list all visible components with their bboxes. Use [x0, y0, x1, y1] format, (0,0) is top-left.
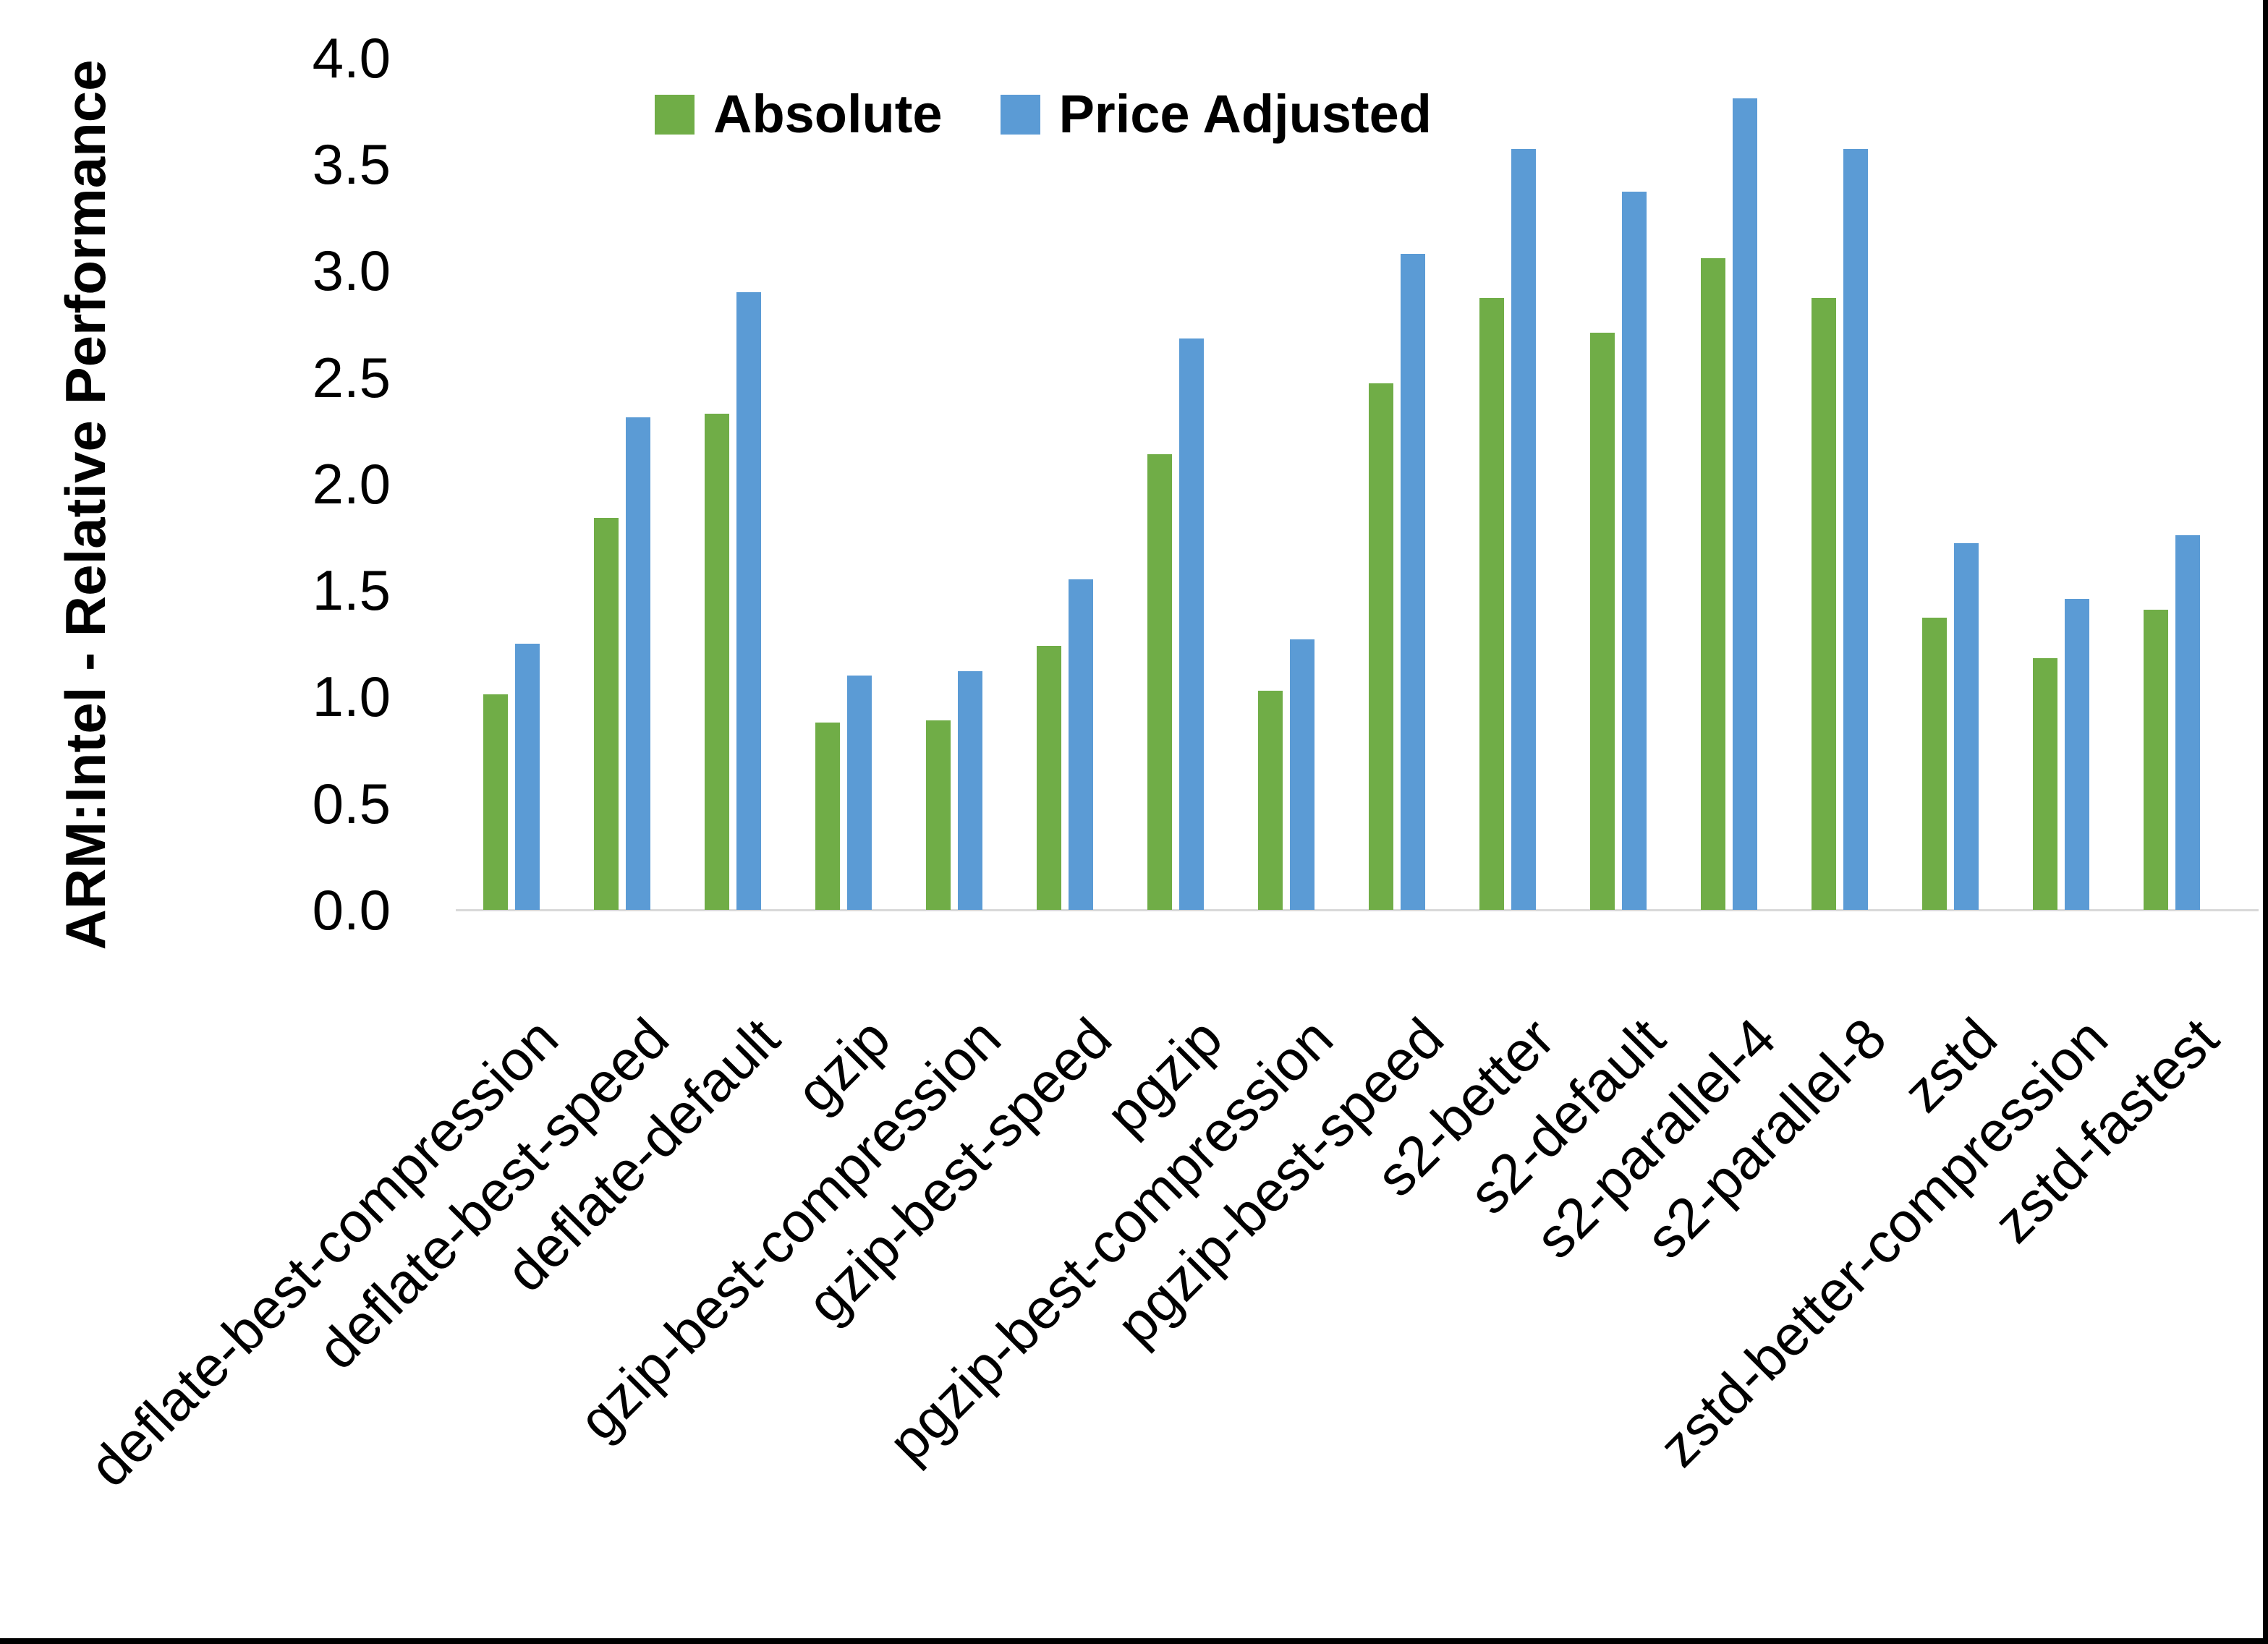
bar-price-adjusted — [2175, 534, 2200, 910]
bar-absolute — [1479, 298, 1504, 910]
bar-price-adjusted — [514, 643, 540, 910]
window-right-border — [2263, 0, 2268, 1644]
legend-label: Price Adjusted — [1058, 84, 1432, 144]
legend-item-price-adjusted: Price Adjusted — [1000, 84, 1432, 144]
bar-absolute — [1147, 453, 1172, 910]
bar-absolute — [1036, 645, 1061, 910]
y-tick-label: 3.0 — [312, 239, 391, 303]
bar-price-adjusted — [1289, 639, 1314, 910]
bar-price-adjusted — [1843, 149, 1868, 910]
legend-swatch-icon — [655, 94, 695, 135]
bar-price-adjusted — [2064, 598, 2089, 910]
bar-absolute — [1589, 332, 1615, 910]
legend-label: Absolute — [713, 84, 943, 144]
bar-price-adjusted — [1178, 338, 1204, 910]
bar-price-adjusted — [736, 291, 761, 910]
y-tick-label: 4.0 — [312, 25, 391, 90]
bar-price-adjusted — [1621, 192, 1647, 910]
bar-price-adjusted — [1068, 579, 1093, 910]
legend-item-absolute: Absolute — [655, 85, 943, 143]
bar-absolute — [593, 517, 619, 910]
y-tick-label: 1.0 — [312, 665, 391, 729]
window-bottom-border — [0, 1638, 2268, 1644]
bar-absolute — [2032, 658, 2057, 910]
y-tick-label: 1.5 — [312, 558, 391, 623]
bar-price-adjusted — [1953, 543, 1979, 910]
bar-price-adjusted — [625, 417, 650, 910]
bar-absolute — [1921, 618, 1947, 910]
legend: Absolute Price Adjusted — [655, 85, 1432, 143]
y-tick-label: 0.5 — [312, 771, 391, 835]
y-tick-label: 2.0 — [312, 451, 391, 516]
y-tick-label: 3.5 — [312, 132, 391, 196]
bar-absolute — [1368, 383, 1393, 910]
bar-price-adjusted — [1511, 149, 1536, 910]
bar-absolute — [925, 720, 951, 910]
bar-price-adjusted — [846, 675, 872, 910]
bar-price-adjusted — [1400, 253, 1425, 910]
bar-absolute — [1257, 690, 1283, 910]
bar-price-adjusted — [1732, 98, 1757, 910]
y-tick-label: 2.5 — [312, 345, 391, 409]
y-axis-title: ARM:Intel - Relative Performance — [54, 59, 117, 950]
bar-absolute — [704, 413, 729, 910]
bar-absolute — [2143, 609, 2168, 910]
legend-swatch-icon — [1000, 94, 1040, 135]
bar-price-adjusted — [957, 671, 982, 910]
bar-absolute — [483, 694, 508, 910]
bar-absolute — [1700, 257, 1725, 910]
x-axis-line — [456, 909, 2259, 911]
bar-absolute — [1811, 298, 1836, 910]
y-tick-label: 0.0 — [312, 878, 391, 942]
bar-absolute — [815, 722, 840, 910]
